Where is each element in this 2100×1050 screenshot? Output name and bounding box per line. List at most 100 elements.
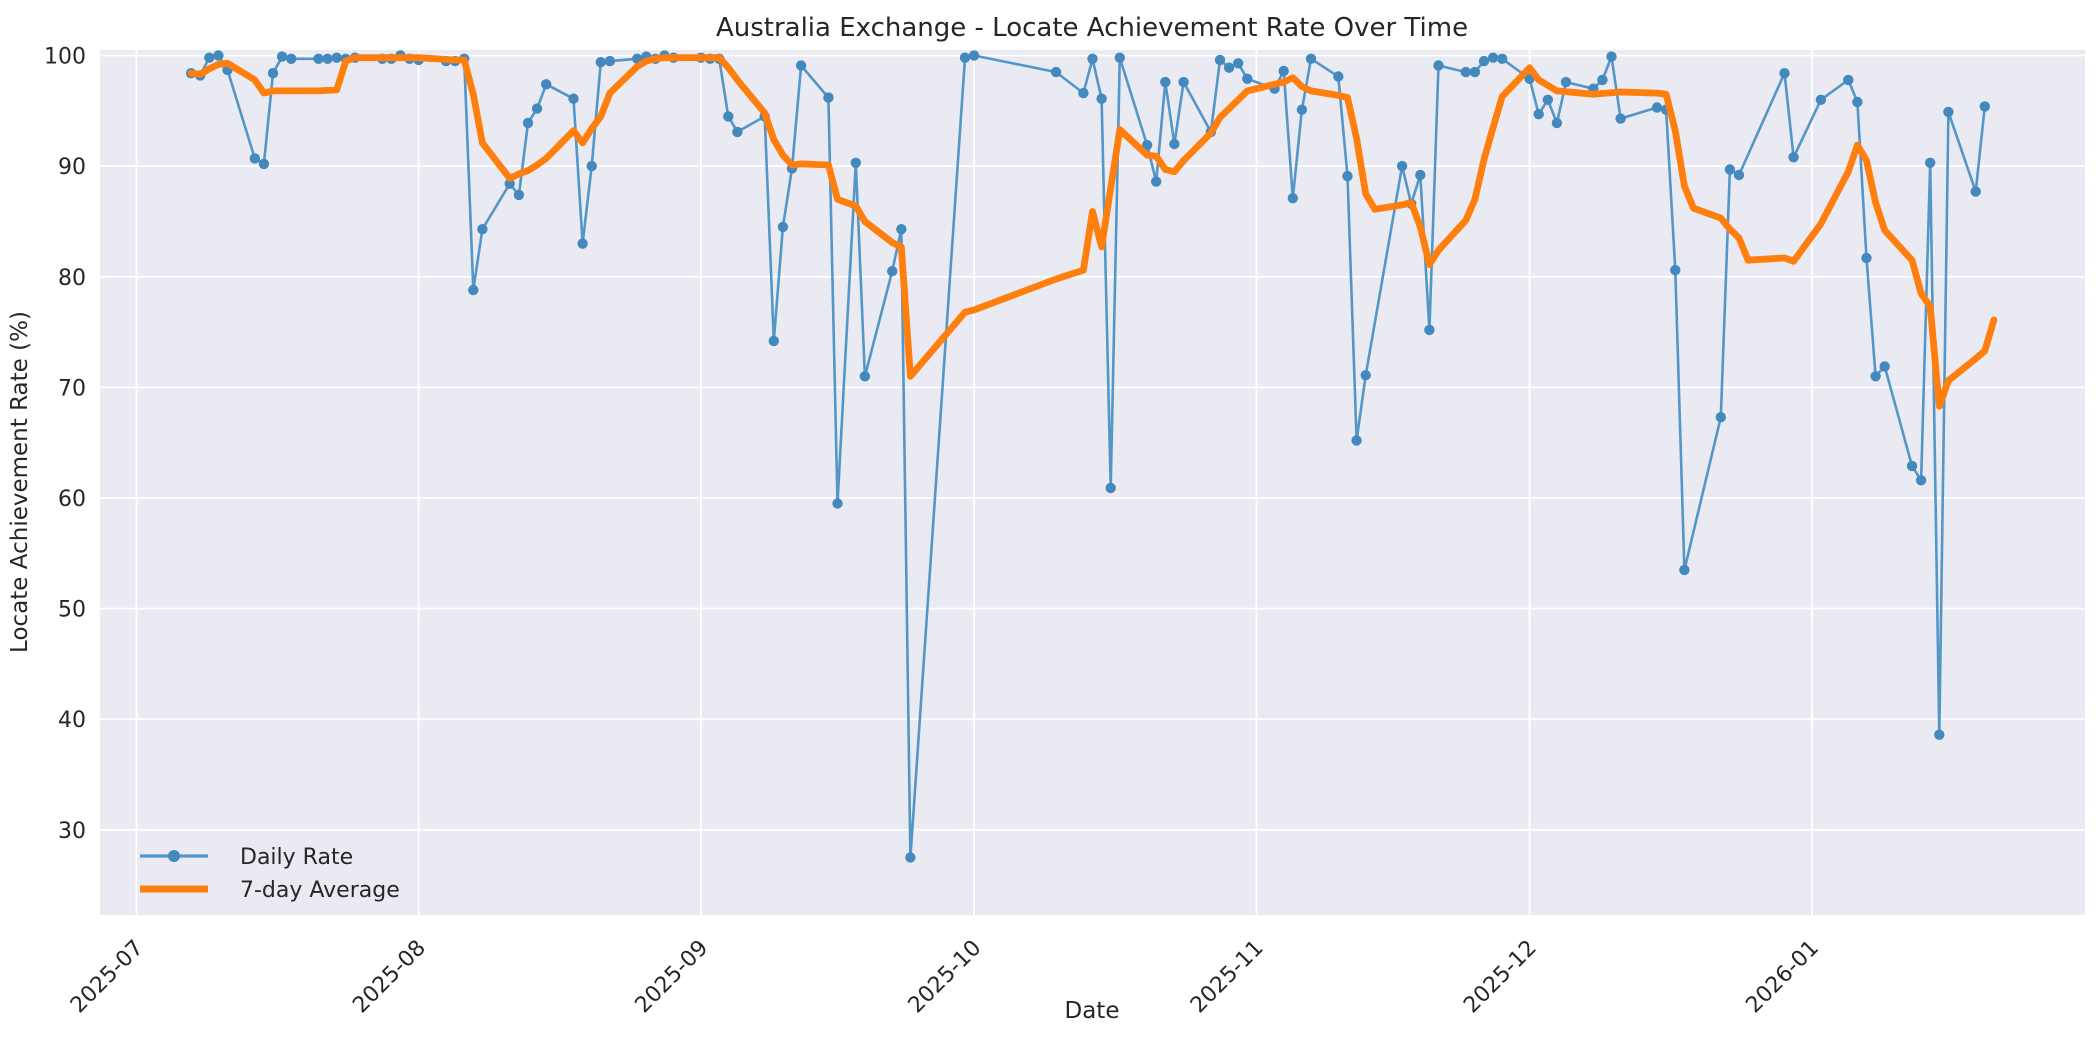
daily-rate-marker	[204, 52, 215, 63]
legend-label-daily-rate: Daily Rate	[240, 845, 353, 870]
daily-rate-marker	[1915, 475, 1927, 486]
7-day-average-line	[187, 54, 1998, 410]
daily-rate-marker	[1487, 52, 1499, 63]
daily-rate-marker	[1141, 139, 1153, 151]
daily-rate-legend-marker-icon	[168, 850, 180, 862]
daily-rate-marker	[905, 852, 916, 863]
legend: Daily Rate 7-day Average	[140, 845, 400, 903]
y-tick-label: 30	[58, 819, 86, 844]
daily-rate-marker	[1078, 87, 1089, 99]
x-tick-label: 2025-12	[1459, 936, 1542, 1019]
daily-rate-marker	[1415, 169, 1426, 181]
daily-rate-marker	[1278, 65, 1289, 77]
daily-rate-marker	[541, 79, 552, 90]
daily-rate-marker	[1551, 117, 1563, 129]
daily-rate-marker	[1597, 74, 1608, 86]
legend-item-7day-average: 7-day Average	[140, 878, 400, 903]
daily-rate-marker	[1788, 152, 1799, 163]
daily-rate-marker	[531, 103, 543, 114]
daily-rate-marker	[267, 68, 279, 79]
daily-rate-marker	[1114, 52, 1126, 63]
legend-label-7day-average: 7-day Average	[240, 878, 400, 903]
daily-rate-marker	[850, 157, 861, 168]
daily-rate-marker	[577, 238, 588, 249]
x-tick-label: 2025-10	[904, 936, 987, 1019]
x-tick-labels: 2025-07 2025-08 2025-09 2025-10 2025-11 2025-…	[66, 936, 1824, 1019]
daily-rate-marker	[1861, 252, 1872, 264]
daily-rate-marker	[795, 60, 807, 71]
daily-rate-marker	[1160, 76, 1171, 88]
daily-rate-marker	[322, 53, 333, 64]
daily-rate-marker	[1879, 361, 1890, 372]
daily-rate-marker	[1943, 106, 1954, 118]
y-tick-label: 100	[44, 45, 86, 70]
daily-rate-marker	[276, 51, 288, 62]
daily-rate-marker	[1333, 71, 1344, 82]
daily-rate-marker	[896, 224, 907, 235]
daily-rate-marker	[595, 57, 606, 68]
daily-rate-marker	[1843, 74, 1854, 86]
daily-rate-marker	[1815, 94, 1827, 106]
daily-rate-marker	[1214, 54, 1226, 66]
x-tick-label: 2025-11	[1186, 936, 1269, 1019]
daily-rate-marker	[723, 111, 734, 122]
daily-rate-marker	[1478, 55, 1490, 67]
legend-item-daily-rate: Daily Rate	[140, 845, 353, 870]
daily-rate-marker	[823, 92, 834, 103]
daily-rate-marker	[1670, 264, 1681, 276]
daily-rate-marker	[1979, 101, 1991, 112]
daily-rate-marker	[522, 117, 534, 129]
daily-rate-marker	[313, 53, 324, 64]
daily-rate-marker	[1105, 482, 1116, 494]
daily-rate-marker	[1542, 94, 1554, 106]
daily-rate-marker	[1970, 186, 1981, 197]
daily-rate-marker	[1906, 460, 1918, 472]
daily-rate-marker	[1342, 170, 1353, 182]
daily-rate-marker	[1396, 160, 1408, 172]
y-tick-label: 60	[58, 487, 86, 512]
daily-rate-marker	[1433, 60, 1444, 71]
daily-rate-marker	[331, 52, 342, 63]
daily-rate-marker	[832, 498, 843, 509]
daily-rate-marker	[1233, 58, 1244, 69]
daily-rate-marker	[1469, 66, 1481, 78]
daily-rate-marker	[1351, 435, 1362, 446]
daily-rate-marker	[959, 52, 971, 63]
x-tick-label: 2025-07	[66, 936, 149, 1019]
y-axis-label: Locate Achievement Rate (%)	[7, 311, 33, 653]
daily-rate-marker	[213, 50, 224, 61]
daily-rate-marker	[1223, 62, 1235, 73]
daily-rate-marker	[1096, 93, 1107, 104]
daily-rate-marker	[1615, 113, 1626, 124]
daily-rate-marker	[604, 55, 616, 67]
x-tick-label: 2025-08	[348, 936, 431, 1019]
daily-rate-marker	[1178, 76, 1189, 88]
daily-rate-marker	[249, 153, 260, 164]
daily-rate-marker	[1925, 157, 1936, 168]
plot-area	[100, 50, 2085, 915]
daily-rate-marker	[477, 224, 488, 235]
daily-rate-marker	[1733, 169, 1745, 181]
daily-rate-marker	[1287, 193, 1299, 204]
chart-title: Australia Exchange - Locate Achievement …	[716, 13, 1468, 43]
daily-rate-marker	[1497, 53, 1508, 64]
daily-rate-marker	[1606, 51, 1617, 62]
daily-rate-marker	[1715, 412, 1727, 423]
x-axis-label: Date	[1065, 998, 1120, 1024]
daily-rate-marker	[258, 158, 270, 170]
daily-rate-marker	[968, 50, 980, 61]
daily-rate-marker	[504, 178, 515, 189]
x-tick-label: 2025-09	[631, 936, 714, 1019]
y-tick-label: 50	[58, 598, 86, 623]
y-tick-label: 40	[58, 708, 86, 733]
daily-rate-marker	[732, 126, 743, 138]
daily-rate-marker	[1779, 68, 1790, 79]
daily-rate-marker	[1533, 109, 1544, 120]
daily-rate-marker	[286, 53, 297, 64]
daily-rate-marker	[1087, 53, 1098, 64]
daily-rate-marker	[1169, 138, 1180, 150]
daily-rate-marker	[1870, 371, 1881, 382]
daily-rate-marker	[768, 335, 779, 347]
